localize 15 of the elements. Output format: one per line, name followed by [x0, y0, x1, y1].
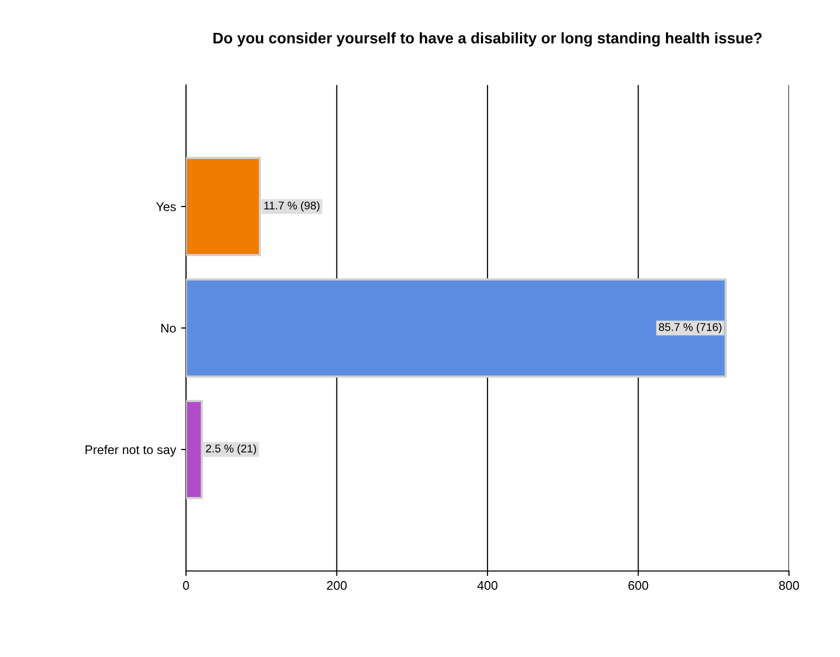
x-tick-label: 400 — [477, 581, 498, 590]
x-tick-label: 200 — [326, 581, 347, 590]
data-label: 11.7 % (98) — [264, 201, 320, 212]
y-tick-label: No — [161, 324, 176, 333]
x-tick-label: 600 — [628, 581, 648, 590]
y-tick-label: Prefer not to say — [86, 444, 176, 457]
x-tick-label: 800 — [779, 581, 799, 590]
y-tick-label: Yes — [156, 202, 176, 212]
x-tick-label: 0 — [183, 581, 189, 590]
data-label: 2.5 % (21) — [206, 444, 256, 455]
bar — [186, 156, 261, 256]
data-label: 85.7 % (716) — [658, 322, 722, 334]
bar — [186, 400, 203, 500]
chart-title: Do you consider yourself to have a disability or long standing health issue? — [213, 32, 762, 47]
bar — [186, 278, 727, 378]
